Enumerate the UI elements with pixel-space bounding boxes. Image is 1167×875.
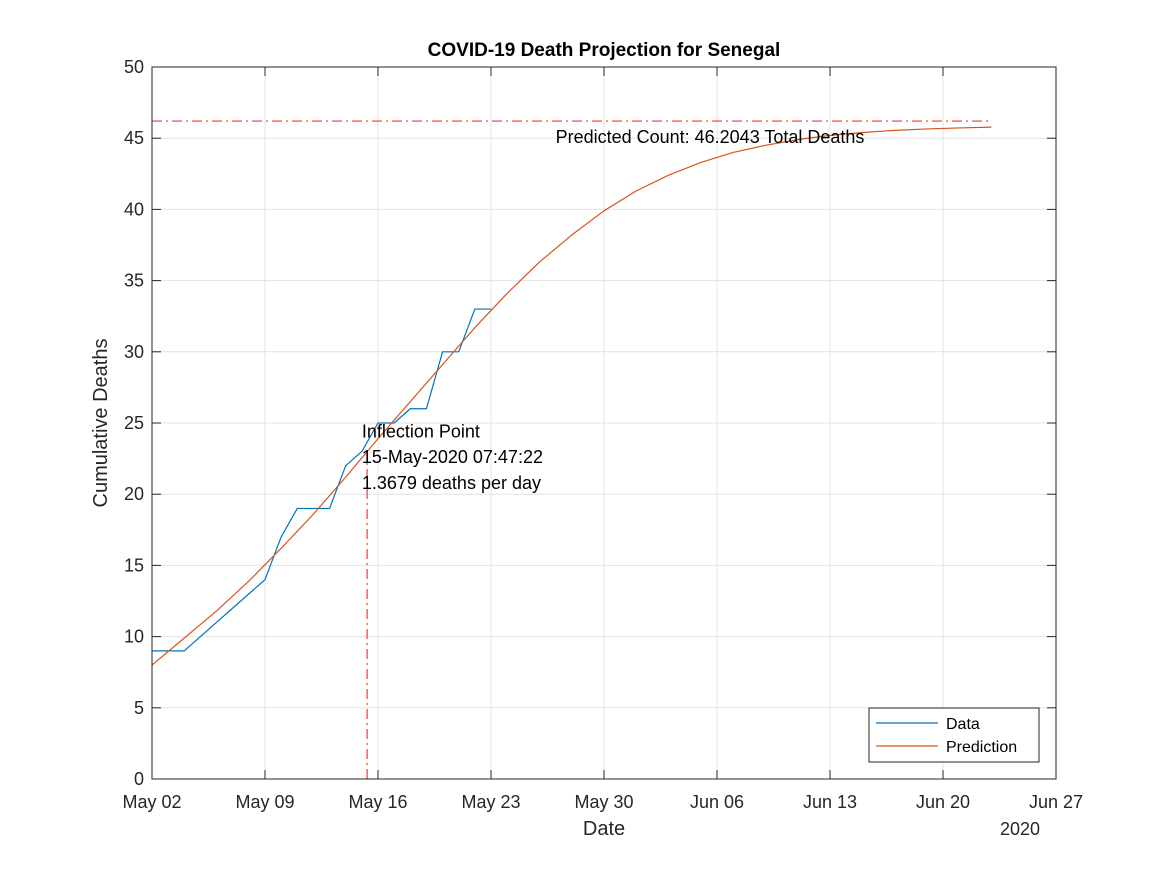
legend: Data Prediction	[868, 707, 1040, 763]
y-tick-label: 0	[134, 769, 144, 789]
y-tick-label: 40	[124, 199, 144, 219]
x-tick-label: May 02	[122, 792, 181, 812]
x-tick-label: Jun 06	[690, 792, 744, 812]
x-tick-label: May 23	[461, 792, 520, 812]
y-tick-label: 45	[124, 128, 144, 148]
x-tick-label: May 09	[235, 792, 294, 812]
axis-ticks: 0 5 10 15 20 25 30 35 40 45 50 May 02 May 09 May 16 Ma…	[122, 57, 1083, 812]
x-tick-label: May 30	[574, 792, 633, 812]
inflection-point-rate: 1.3679 deaths per day	[362, 473, 541, 493]
legend-label-prediction: Prediction	[946, 739, 1017, 756]
inflection-point-title: Inflection Point	[362, 422, 480, 442]
series-line-data	[152, 308, 491, 652]
inflection-point-date: 15-May-2020 07:47:22	[362, 447, 543, 467]
x-axis-year: 2020	[1000, 819, 1040, 839]
x-axis-label: Date	[583, 818, 625, 840]
chart-title: COVID-19 Death Projection for Senegal	[428, 40, 781, 61]
y-tick-label: 15	[124, 555, 144, 575]
legend-box	[868, 707, 1040, 763]
x-tick-label: Jun 20	[916, 792, 970, 812]
y-tick-label: 25	[124, 413, 144, 433]
y-tick-label: 35	[124, 271, 144, 291]
y-tick-label: 50	[124, 57, 144, 77]
x-tick-label: Jun 27	[1029, 792, 1083, 812]
predicted-count-label: Predicted Count: 46.2043 Total Deaths	[556, 127, 865, 147]
y-tick-label: 10	[124, 627, 144, 647]
y-tick-label: 20	[124, 484, 144, 504]
y-tick-label: 5	[134, 698, 144, 718]
series-line-prediction	[151, 126, 992, 666]
x-tick-label: May 16	[348, 792, 407, 812]
y-tick-label: 30	[124, 342, 144, 362]
annotations: Predicted Count: 46.2043 Total Deaths Inf…	[362, 127, 865, 493]
series-layer	[151, 126, 992, 666]
legend-label-data: Data	[946, 716, 980, 733]
reference-lines	[152, 120, 992, 779]
y-axis-label: Cumulative Deaths	[90, 339, 112, 508]
x-tick-label: Jun 13	[803, 792, 857, 812]
